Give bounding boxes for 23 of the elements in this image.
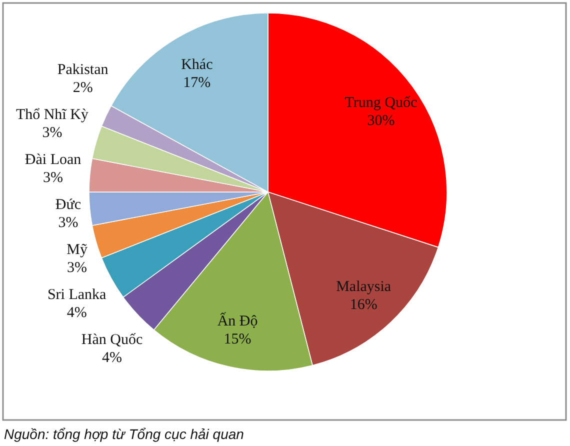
slice-label: Khác <box>181 56 214 73</box>
data-label: 30% <box>367 112 395 129</box>
slice-label: Thổ Nhĩ Kỳ <box>16 106 89 123</box>
slice-label: Hàn Quốc <box>81 332 144 348</box>
slice-label: Mỹ <box>66 242 88 258</box>
data-label: 4% <box>66 304 87 321</box>
slice-label: Malaysia <box>336 278 392 295</box>
slice-label: Pakistan <box>57 62 109 78</box>
data-label: 2% <box>72 80 93 96</box>
data-label: 16% <box>350 296 378 313</box>
slice-label: Sri Lanka <box>47 286 107 303</box>
data-label: 3% <box>42 124 62 141</box>
text: Nguồn: tổng hợp từ Tổng cục hải quan <box>4 426 244 442</box>
data-label: 4% <box>102 350 122 366</box>
data-label: 3% <box>58 214 78 231</box>
data-label: 17% <box>183 74 211 91</box>
data-label: 15% <box>224 331 252 348</box>
slice-label: Ấn Độ <box>217 311 258 330</box>
slice-label: Trung Quốc <box>344 94 418 111</box>
data-label: 3% <box>43 170 64 186</box>
slice-label: Đài Loan <box>24 152 82 168</box>
data-label: 3% <box>67 260 88 276</box>
slice-label: Đức <box>55 196 82 213</box>
